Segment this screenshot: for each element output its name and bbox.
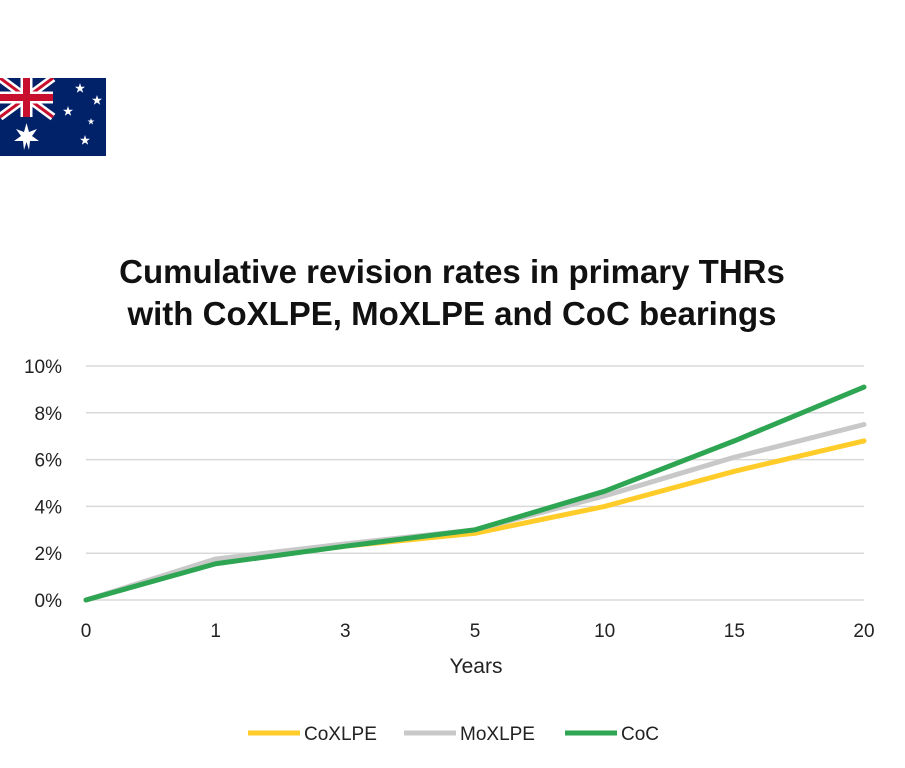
union-jack [0, 78, 56, 121]
y-tick-label: 10% [24, 357, 62, 378]
x-tick-label: 1 [210, 621, 221, 642]
x-tick-label: 15 [724, 621, 745, 642]
x-axis-label: Years [450, 655, 503, 678]
y-tick-label: 6% [35, 451, 63, 472]
x-tick-label: 10 [594, 621, 615, 642]
legend: CoXLPE MoXLPE CoC [248, 724, 659, 745]
series-lines [83, 384, 867, 603]
y-tick-label: 8% [35, 404, 63, 425]
series-line-moxlpe [83, 422, 867, 603]
y-tick-label: 4% [35, 497, 63, 518]
y-axis-ticks: 0% 2% 4% 6% 8% 10% [24, 357, 62, 612]
series-line-coc [83, 384, 867, 603]
southern-cross-stars [14, 83, 102, 150]
x-axis-ticks: 0 1 3 5 10 15 20 [81, 621, 875, 642]
x-tick-label: 0 [81, 621, 92, 642]
y-tick-label: 2% [35, 544, 63, 565]
legend-label: CoXLPE [304, 724, 377, 745]
australia-flag-icon [0, 78, 106, 156]
series-line-coxlpe [83, 438, 867, 603]
x-tick-label: 20 [853, 621, 874, 642]
chart-title-line-1: Cumulative revision rates in primary THR… [119, 253, 785, 290]
legend-label: MoXLPE [460, 724, 535, 745]
legend-label: CoC [621, 724, 659, 745]
y-tick-label: 0% [35, 591, 63, 612]
chart-title-line-2: with CoXLPE, MoXLPE and CoC bearings [126, 295, 776, 332]
x-tick-label: 5 [470, 621, 481, 642]
x-tick-label: 3 [340, 621, 351, 642]
